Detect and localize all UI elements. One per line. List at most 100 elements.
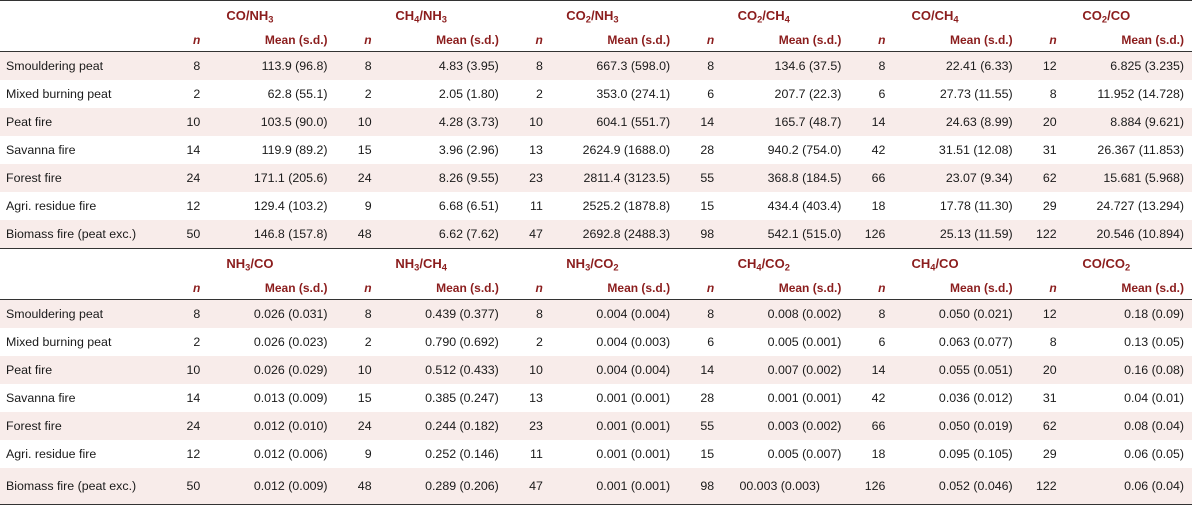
mean-column-header: Mean (s.d.)	[718, 29, 850, 52]
row-label: Savanna fire	[6, 143, 76, 157]
n-value: 14	[849, 356, 890, 384]
row-label: Peat fire	[0, 356, 165, 384]
n-value: 8	[335, 51, 376, 80]
mean-value: 0.050 (0.019)	[889, 412, 1021, 440]
mean-value: 20.546 (10.894)	[1060, 220, 1192, 249]
mean-value: 0.005 (0.001)	[767, 335, 842, 349]
mean-column-header: Mean (s.d.)	[889, 277, 1021, 300]
mean-value: 24.63 (8.99)	[889, 108, 1021, 136]
mean-value: 0.063 (0.077)	[938, 335, 1013, 349]
n-value: 11	[530, 447, 543, 461]
n-value: 29	[1042, 199, 1057, 213]
mean-column-header: Mean (s.d.)	[718, 277, 850, 300]
mean-value: 0.003 (0.002)	[718, 412, 850, 440]
mean-value: 6.68 (6.51)	[438, 199, 499, 213]
n-value: 10	[335, 108, 376, 136]
n-value: 48	[335, 220, 376, 249]
n-value: 55	[678, 164, 719, 192]
ratio-header-subscript: 4	[414, 13, 420, 24]
ratio-header: NH3/CH4	[336, 249, 507, 278]
n-column-header: n	[678, 277, 719, 300]
n-value: 98	[678, 468, 719, 505]
n-value: 122	[1020, 220, 1061, 249]
mean-value: 2692.8 (2488.3)	[546, 220, 679, 249]
mean-value: 0.16 (0.08)	[1060, 356, 1192, 384]
mean-value: 8.26 (9.55)	[375, 164, 507, 192]
mean-value: 0.244 (0.182)	[375, 412, 507, 440]
mean-column-header: Mean (s.d.)	[204, 277, 336, 300]
n-value: 28	[700, 391, 715, 405]
row-label: Smouldering peat	[0, 299, 165, 328]
mean-value: 24.727 (13.294)	[1096, 199, 1185, 213]
mean-value: 0.012 (0.009)	[204, 468, 336, 505]
mean-value: 0.012 (0.010)	[204, 412, 336, 440]
ratio-header-subscript: 3	[268, 13, 274, 24]
mean-value: 0.04 (0.01)	[1124, 391, 1184, 405]
table-row: Peat fire 10 103.5 (90.0) 10 4.28 (3.73) 10 60…	[0, 108, 1192, 136]
corner-cell	[0, 277, 165, 300]
row-label: Agri. residue fire	[6, 199, 97, 213]
ratio-header-text: NH	[395, 255, 415, 271]
ratio-header-text: CO/CH	[911, 7, 954, 23]
n-column-header: n	[506, 29, 547, 52]
mean-value: 0.007 (0.002)	[718, 356, 850, 384]
ratio-header-text: /CO	[761, 255, 785, 271]
table-row: Mixed burning peat 2 0.026 (0.023) 2 0.790 (…	[0, 328, 1192, 356]
mean-value: 146.8 (157.8)	[204, 220, 336, 249]
mean-value: 4.83 (3.95)	[375, 51, 507, 80]
ratio-header-subscript: 2	[613, 261, 619, 272]
n-value: 50	[164, 468, 205, 505]
mean-value: 2624.9 (1688.0)	[582, 143, 671, 157]
mean-value: 103.5 (90.0)	[204, 108, 336, 136]
ratio-header-subscript: 2	[757, 13, 763, 24]
n-value: 6	[878, 335, 886, 349]
n-value: 28	[700, 143, 715, 157]
n-value: 31	[1042, 143, 1057, 157]
n-value: 14	[678, 108, 719, 136]
ratio-header-text: /CO	[1107, 7, 1131, 23]
mean-value: 0.026 (0.023)	[253, 335, 328, 349]
n-value: 2	[535, 335, 543, 349]
ratio-header-subscript: 3	[414, 261, 420, 272]
corner-cell	[0, 29, 165, 52]
ratio-header-subscript: 4	[953, 13, 959, 24]
n-value: 23	[506, 164, 547, 192]
n-value: 50	[164, 220, 205, 249]
n-value: 48	[335, 468, 376, 505]
n-value: 8	[849, 51, 890, 80]
ratio-header-subscript: 4	[756, 261, 762, 272]
n-value: 62	[1020, 164, 1061, 192]
ratio-header: CO/NH3	[164, 1, 335, 30]
mean-value: 22.41 (6.33)	[889, 51, 1021, 80]
table-row: Agri. residue fire 12 0.012 (0.006) 9 0.252 …	[0, 440, 1192, 468]
mean-value: 0.026 (0.031)	[204, 299, 336, 328]
mean-column-header: Mean (s.d.)	[889, 29, 1021, 52]
mean-value: 0.439 (0.377)	[375, 299, 507, 328]
n-value: 2	[364, 335, 372, 349]
n-value: 10	[506, 356, 547, 384]
n-value: 98	[678, 220, 719, 249]
n-value: 18	[871, 447, 886, 461]
n-value: 10	[164, 108, 205, 136]
mean-value: 0.095 (0.105)	[938, 447, 1013, 461]
n-value: 23	[506, 412, 547, 440]
mean-value: 0.06 (0.04)	[1060, 468, 1192, 505]
n-value: 55	[678, 412, 719, 440]
n-value: 66	[849, 412, 890, 440]
mean-value: 11.952 (14.728)	[1097, 87, 1184, 101]
ratio-header-text: CH	[911, 255, 931, 271]
ratio-header-subscript: 3	[585, 261, 591, 272]
row-label: Biomass fire (peat exc.)	[0, 220, 165, 249]
mean-value: 0.013 (0.009)	[253, 391, 328, 405]
n-value: 9	[364, 199, 372, 213]
table-row: Peat fire 10 0.026 (0.029) 10 0.512 (0.433) 1…	[0, 356, 1192, 384]
n-value: 47	[506, 468, 547, 505]
n-value: 42	[871, 391, 886, 405]
ratio-header-text: /NH	[591, 7, 614, 23]
mean-value: 0.001 (0.001)	[596, 391, 671, 405]
mean-value: 368.8 (184.5)	[718, 164, 850, 192]
ratio-header-subscript: 3	[613, 13, 619, 24]
row-label: Savanna fire	[6, 391, 76, 405]
n-value: 12	[1020, 51, 1061, 80]
table-row: Forest fire 24 171.1 (205.6) 24 8.26 (9.55) 2…	[0, 164, 1192, 192]
